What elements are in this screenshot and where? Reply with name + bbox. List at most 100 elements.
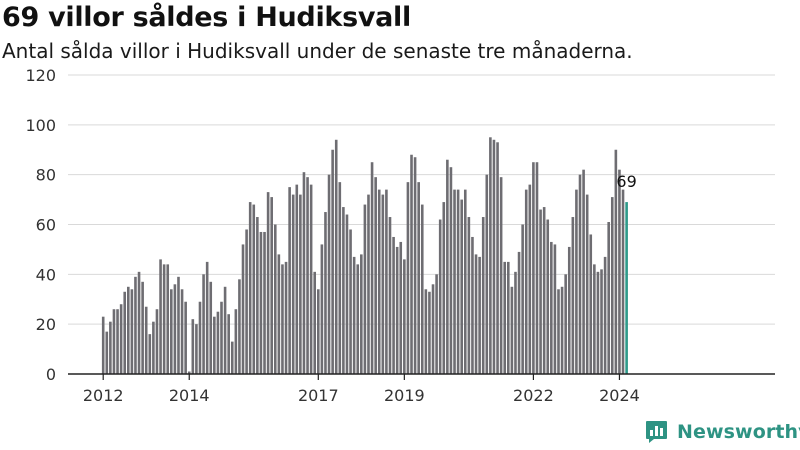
bar [564,274,567,374]
bar [424,289,428,374]
bar [281,264,284,374]
newsworthy-logo: Newsworthy [645,420,800,443]
x-axis: 2012 2014 2017 2019 2022 2024 [68,373,775,405]
bar [302,172,306,374]
bar [403,259,406,374]
bar [381,194,385,374]
bar [349,229,352,374]
bar [320,244,324,374]
bar [438,219,442,374]
bar [485,174,489,374]
bar [428,291,431,374]
bar [277,254,281,374]
bar [496,142,499,374]
bar [499,177,503,374]
bar [213,316,216,374]
bar [317,289,320,374]
bar [152,321,155,374]
bar [492,139,496,374]
bar [532,162,535,374]
bar [338,182,342,374]
bar [309,184,313,374]
x-tick-label: 2024 [599,386,640,405]
bar [442,202,446,374]
bar [370,162,374,374]
bar [101,316,105,374]
bar [159,259,162,374]
bar [517,251,521,374]
bar [342,207,345,374]
bar [238,279,241,374]
bar [560,286,564,374]
bar [582,169,585,374]
bar [474,254,478,374]
bar [216,311,220,374]
bar [184,301,187,374]
bar [148,334,152,374]
bar [130,289,134,374]
y-tick-label: 20 [36,315,56,334]
bar [116,309,119,374]
bar [621,189,625,374]
x-tick-label: 2022 [513,386,554,405]
bar [600,269,603,374]
bar [546,219,550,374]
bar [112,309,116,374]
bar [610,197,614,374]
bar [614,149,618,374]
bar [406,182,410,374]
x-tick-label: 2019 [384,386,425,405]
bar [202,274,205,374]
bar [467,217,471,374]
newsworthy-icon [646,421,667,443]
bar [352,256,356,374]
bar [550,241,553,374]
bar [553,244,557,374]
bar [596,271,600,374]
bar [109,321,112,374]
bar [331,149,334,374]
bar [395,246,399,374]
bar [119,304,123,374]
bar [510,286,514,374]
bar-highlight [625,202,628,374]
bar [334,139,338,374]
bar [528,184,532,374]
chart-title: 69 villor såldes i Hudiksvall [2,2,411,33]
bar [410,154,413,374]
bar [399,241,403,374]
bar [377,189,381,374]
bar [170,289,173,374]
bar [209,281,213,374]
bar [578,174,582,374]
bar [413,157,417,374]
bars [101,137,628,375]
bar [456,189,460,374]
bar [273,224,277,374]
bar [503,261,507,375]
bar [223,286,227,374]
bar [446,159,449,374]
bar [435,274,438,374]
y-tick-label: 80 [36,166,56,185]
bar [191,319,195,374]
bar [481,217,485,374]
bar [603,256,607,374]
bar [385,189,388,374]
bar [345,214,349,374]
y-tick-label: 0 [46,365,56,384]
bar [198,301,202,374]
bar [449,167,453,374]
data-labels: 69 [616,172,636,191]
x-tick-label: 2017 [298,386,339,405]
x-tick-label: 2014 [169,386,210,405]
bar [144,306,148,374]
bar [356,264,360,374]
bar [535,162,539,374]
bar [539,209,542,374]
bar [607,222,610,374]
bar [141,281,144,374]
bar [420,204,424,374]
bar [367,194,370,374]
